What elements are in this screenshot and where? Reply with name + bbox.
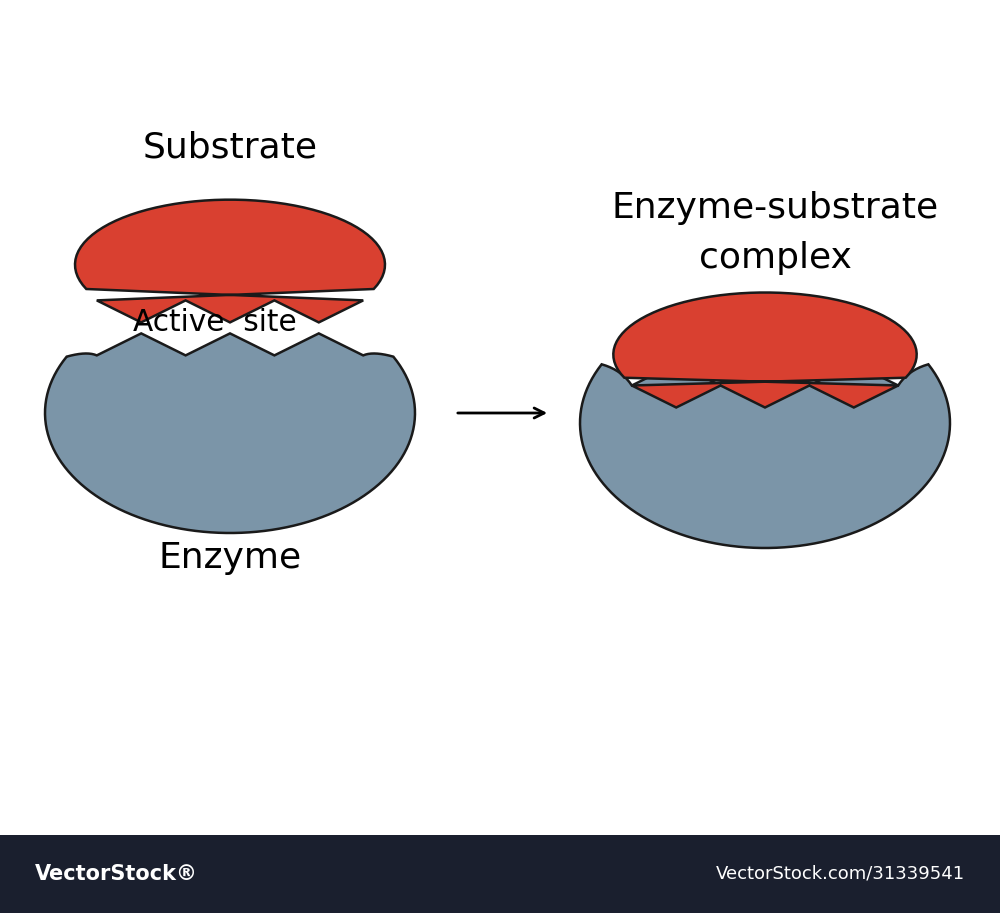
- Text: Enzyme-substrate: Enzyme-substrate: [611, 191, 939, 225]
- Polygon shape: [580, 363, 950, 548]
- Polygon shape: [45, 333, 415, 533]
- Text: Active  site: Active site: [133, 309, 297, 338]
- Polygon shape: [613, 292, 917, 407]
- Polygon shape: [75, 200, 385, 322]
- Text: Substrate: Substrate: [142, 131, 318, 165]
- Text: VectorStock.com/31339541: VectorStock.com/31339541: [716, 865, 965, 883]
- Text: complex: complex: [699, 241, 851, 275]
- Bar: [0, 835, 1000, 913]
- Text: Enzyme: Enzyme: [158, 541, 302, 575]
- Text: VectorStock®: VectorStock®: [35, 864, 198, 884]
